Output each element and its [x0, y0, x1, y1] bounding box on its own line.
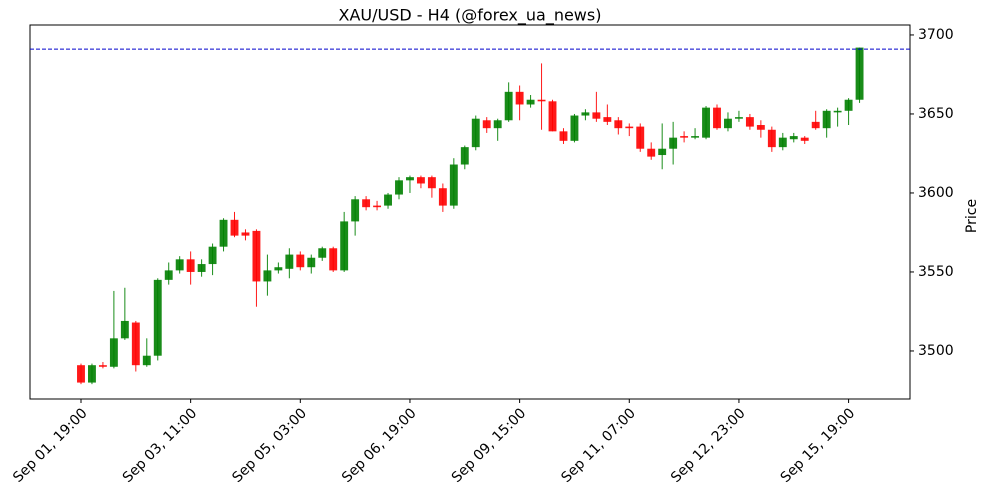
candle-body [307, 257, 316, 268]
x-tick-label: Sep 09, 15:00 [449, 405, 530, 486]
candle-body [515, 91, 524, 105]
candle-body [493, 120, 502, 129]
y-axis-label: Price [964, 199, 980, 233]
candle-body [416, 177, 425, 184]
y-tick-label: 3500 [918, 343, 954, 359]
candle-body [756, 125, 765, 130]
candle-body [734, 117, 743, 119]
candle-body [285, 254, 294, 269]
candle-body [131, 322, 140, 366]
candle-body [186, 259, 195, 272]
candle-body [669, 137, 678, 149]
candle-body [680, 136, 689, 138]
candle-body [296, 254, 305, 268]
candle-body [625, 126, 634, 129]
candle-body [778, 137, 787, 148]
candle-body [362, 199, 371, 208]
candle-body [384, 194, 392, 206]
candle-body [438, 188, 447, 206]
candle-body [109, 338, 118, 367]
candle-body [581, 112, 590, 116]
candle-body [767, 129, 776, 148]
candle-body [274, 267, 283, 271]
candle-body [548, 101, 557, 132]
candle-body [691, 136, 700, 138]
candle-body [208, 246, 217, 265]
candle-body [658, 148, 667, 156]
candle-body [702, 107, 710, 138]
y-tick-label: 3550 [918, 264, 954, 280]
candle-body [142, 355, 151, 366]
candle-body [537, 99, 546, 102]
candle-body [822, 110, 831, 129]
candle-body [504, 91, 513, 121]
candle-body [603, 117, 612, 122]
y-tick-label: 3600 [918, 185, 954, 201]
candle-body [406, 177, 414, 181]
candle-body [340, 221, 349, 271]
candle-body [395, 180, 403, 195]
candle-body [745, 117, 754, 127]
candle-body [559, 131, 568, 141]
candle-body [230, 219, 239, 236]
y-tick-label: 3650 [918, 106, 954, 122]
candle-body [197, 264, 206, 272]
candle-body [570, 115, 579, 141]
x-tick-label: Sep 05, 03:00 [229, 405, 310, 486]
candle-body [373, 205, 382, 208]
y-tick-label: 3700 [918, 27, 954, 43]
x-tick-label: Sep 06, 19:00 [339, 405, 420, 486]
candle-body [219, 219, 228, 247]
x-tick-label: Sep 03, 11:00 [120, 405, 201, 486]
x-tick-label: Sep 12, 23:00 [668, 405, 749, 486]
candle-body [98, 365, 107, 367]
candle-body [77, 365, 85, 383]
x-tick-label: Sep 11, 07:00 [558, 405, 639, 486]
candle-body [844, 99, 853, 111]
candle-body [318, 248, 327, 258]
candle-body [427, 177, 436, 189]
candle-body [88, 365, 96, 383]
candle-body [460, 147, 469, 165]
candle-body [636, 126, 645, 149]
candle-body [800, 137, 809, 141]
candle-body [175, 259, 184, 271]
candle-body [164, 270, 173, 280]
candle-body [482, 120, 491, 129]
candle-body [614, 120, 623, 129]
candle-body [592, 112, 601, 119]
candle-body [120, 320, 129, 339]
candle-body [833, 110, 842, 113]
x-tick-label: Sep 01, 19:00 [10, 405, 91, 486]
candle-body [329, 248, 338, 271]
plot-frame [29, 24, 911, 400]
candle-body [713, 107, 721, 129]
candle-body [789, 136, 798, 140]
candle-body [449, 164, 458, 206]
candle-body [647, 148, 656, 157]
candle-body [471, 118, 480, 148]
candle-body [252, 230, 261, 282]
candle-body [724, 118, 732, 129]
candle-body [811, 121, 820, 129]
candle-body [263, 270, 272, 282]
x-tick-label: Sep 15, 19:00 [778, 405, 859, 486]
chart-title: XAU/USD - H4 (@forex_ua_news) [339, 6, 602, 26]
candle-body [855, 47, 864, 100]
candle-body [241, 232, 250, 236]
candle-body [153, 279, 162, 356]
candle-body [526, 99, 535, 105]
candle-body [351, 199, 360, 222]
